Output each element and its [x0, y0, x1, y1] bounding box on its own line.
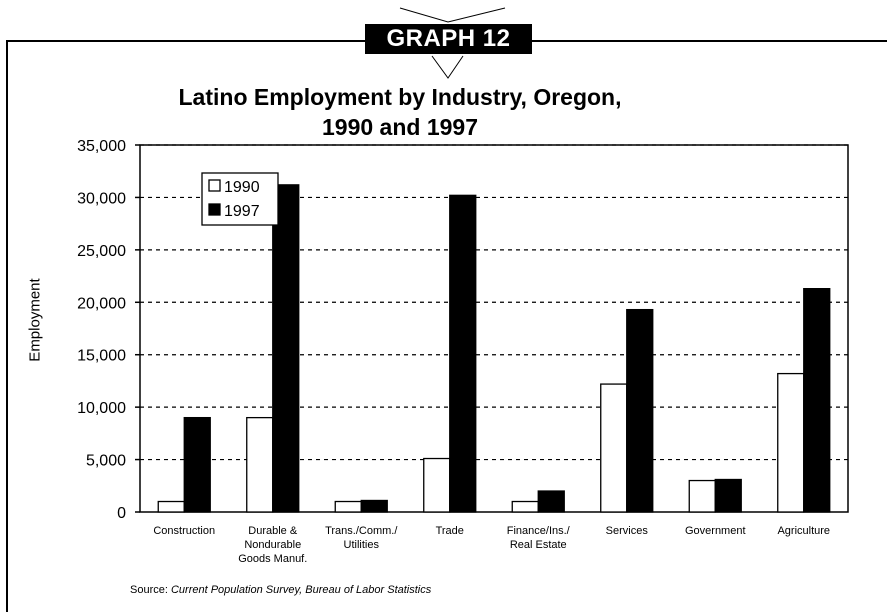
y-tick-label: 5,000 — [86, 453, 126, 470]
bar-1990-6 — [688, 479, 716, 513]
source-text: Current Population Survey, Bureau of Lab… — [170, 584, 432, 596]
legend-label-1997: 1997 — [224, 203, 260, 220]
bar-1990-0 — [157, 500, 185, 513]
legend-swatch-1997 — [208, 203, 221, 216]
source-label: Source: — [130, 584, 168, 596]
x-category-label: Government — [685, 525, 746, 537]
bar-1997-4 — [537, 490, 565, 513]
bar-1990-7 — [777, 372, 805, 513]
x-category-label-line: Services — [606, 525, 649, 537]
y-tick-label: 0 — [117, 505, 126, 522]
chart-title-line1: Latino Employment by Industry, Oregon, — [178, 84, 622, 110]
x-category-label: Trans./Comm./ Utilities — [325, 525, 398, 551]
legend-swatch-1990 — [208, 179, 221, 192]
legend-label-1990: 1990 — [224, 179, 260, 196]
x-category-label-line: Utilities — [344, 539, 380, 551]
badge-decoration-top — [399, 7, 506, 23]
x-category-label-line: Real Estate — [510, 539, 567, 551]
frame-left-border — [6, 40, 8, 612]
x-category-label: Construction — [153, 525, 215, 537]
bar-1990-2 — [334, 500, 362, 513]
x-category-label: Trade — [436, 525, 464, 537]
x-category-label: Agriculture — [777, 525, 830, 537]
x-category-label: Finance/Ins./ Real Estate — [507, 525, 571, 551]
graph-badge: GRAPH 12 — [365, 24, 532, 54]
bar-1990-1 — [246, 416, 274, 513]
x-category-label-line: Agriculture — [777, 525, 830, 537]
bar-1997-0 — [183, 416, 211, 513]
bar-1997-2 — [360, 499, 388, 513]
bar-1997-6 — [714, 478, 742, 513]
y-axis-label: Employment — [26, 278, 44, 362]
plot-area-border — [139, 144, 849, 513]
x-category-label-line: Construction — [153, 525, 215, 537]
x-category-label-line: Trade — [436, 525, 464, 537]
y-tick-label: 15,000 — [77, 348, 126, 365]
source-note: Source: Current Population Survey, Burea… — [130, 584, 431, 596]
y-tick-label: 20,000 — [77, 295, 126, 312]
bar-1997-7 — [803, 288, 831, 513]
bar-1997-3 — [449, 194, 477, 513]
y-tick-label: 25,000 — [77, 243, 126, 260]
bar-1990-5 — [600, 383, 628, 513]
x-category-label-line: Nondurable — [244, 539, 301, 551]
x-category-label: Durable & Nondurable Goods Manuf. — [238, 525, 307, 565]
bar-1990-3 — [423, 457, 451, 513]
bar-1997-1 — [272, 184, 300, 513]
x-category-label-line: Finance/Ins./ — [507, 525, 571, 537]
chart-title: Latino Employment by Industry, Oregon, 1… — [120, 82, 680, 142]
y-tick-label: 35,000 — [77, 138, 126, 155]
bar-1990-4 — [511, 500, 539, 513]
x-category-label: Services — [606, 525, 649, 537]
chart-title-line2: 1990 and 1997 — [321, 114, 478, 140]
bar-1997-5 — [626, 308, 654, 513]
badge-decoration-bottom — [431, 55, 464, 79]
x-category-label-line: Trans./Comm./ — [325, 525, 398, 537]
y-tick-label: 10,000 — [77, 400, 126, 417]
x-category-label-line: Government — [685, 525, 746, 537]
x-category-label-line: Durable & — [248, 525, 298, 537]
y-tick-label: 30,000 — [77, 190, 126, 207]
x-category-label-line: Goods Manuf. — [238, 553, 307, 565]
